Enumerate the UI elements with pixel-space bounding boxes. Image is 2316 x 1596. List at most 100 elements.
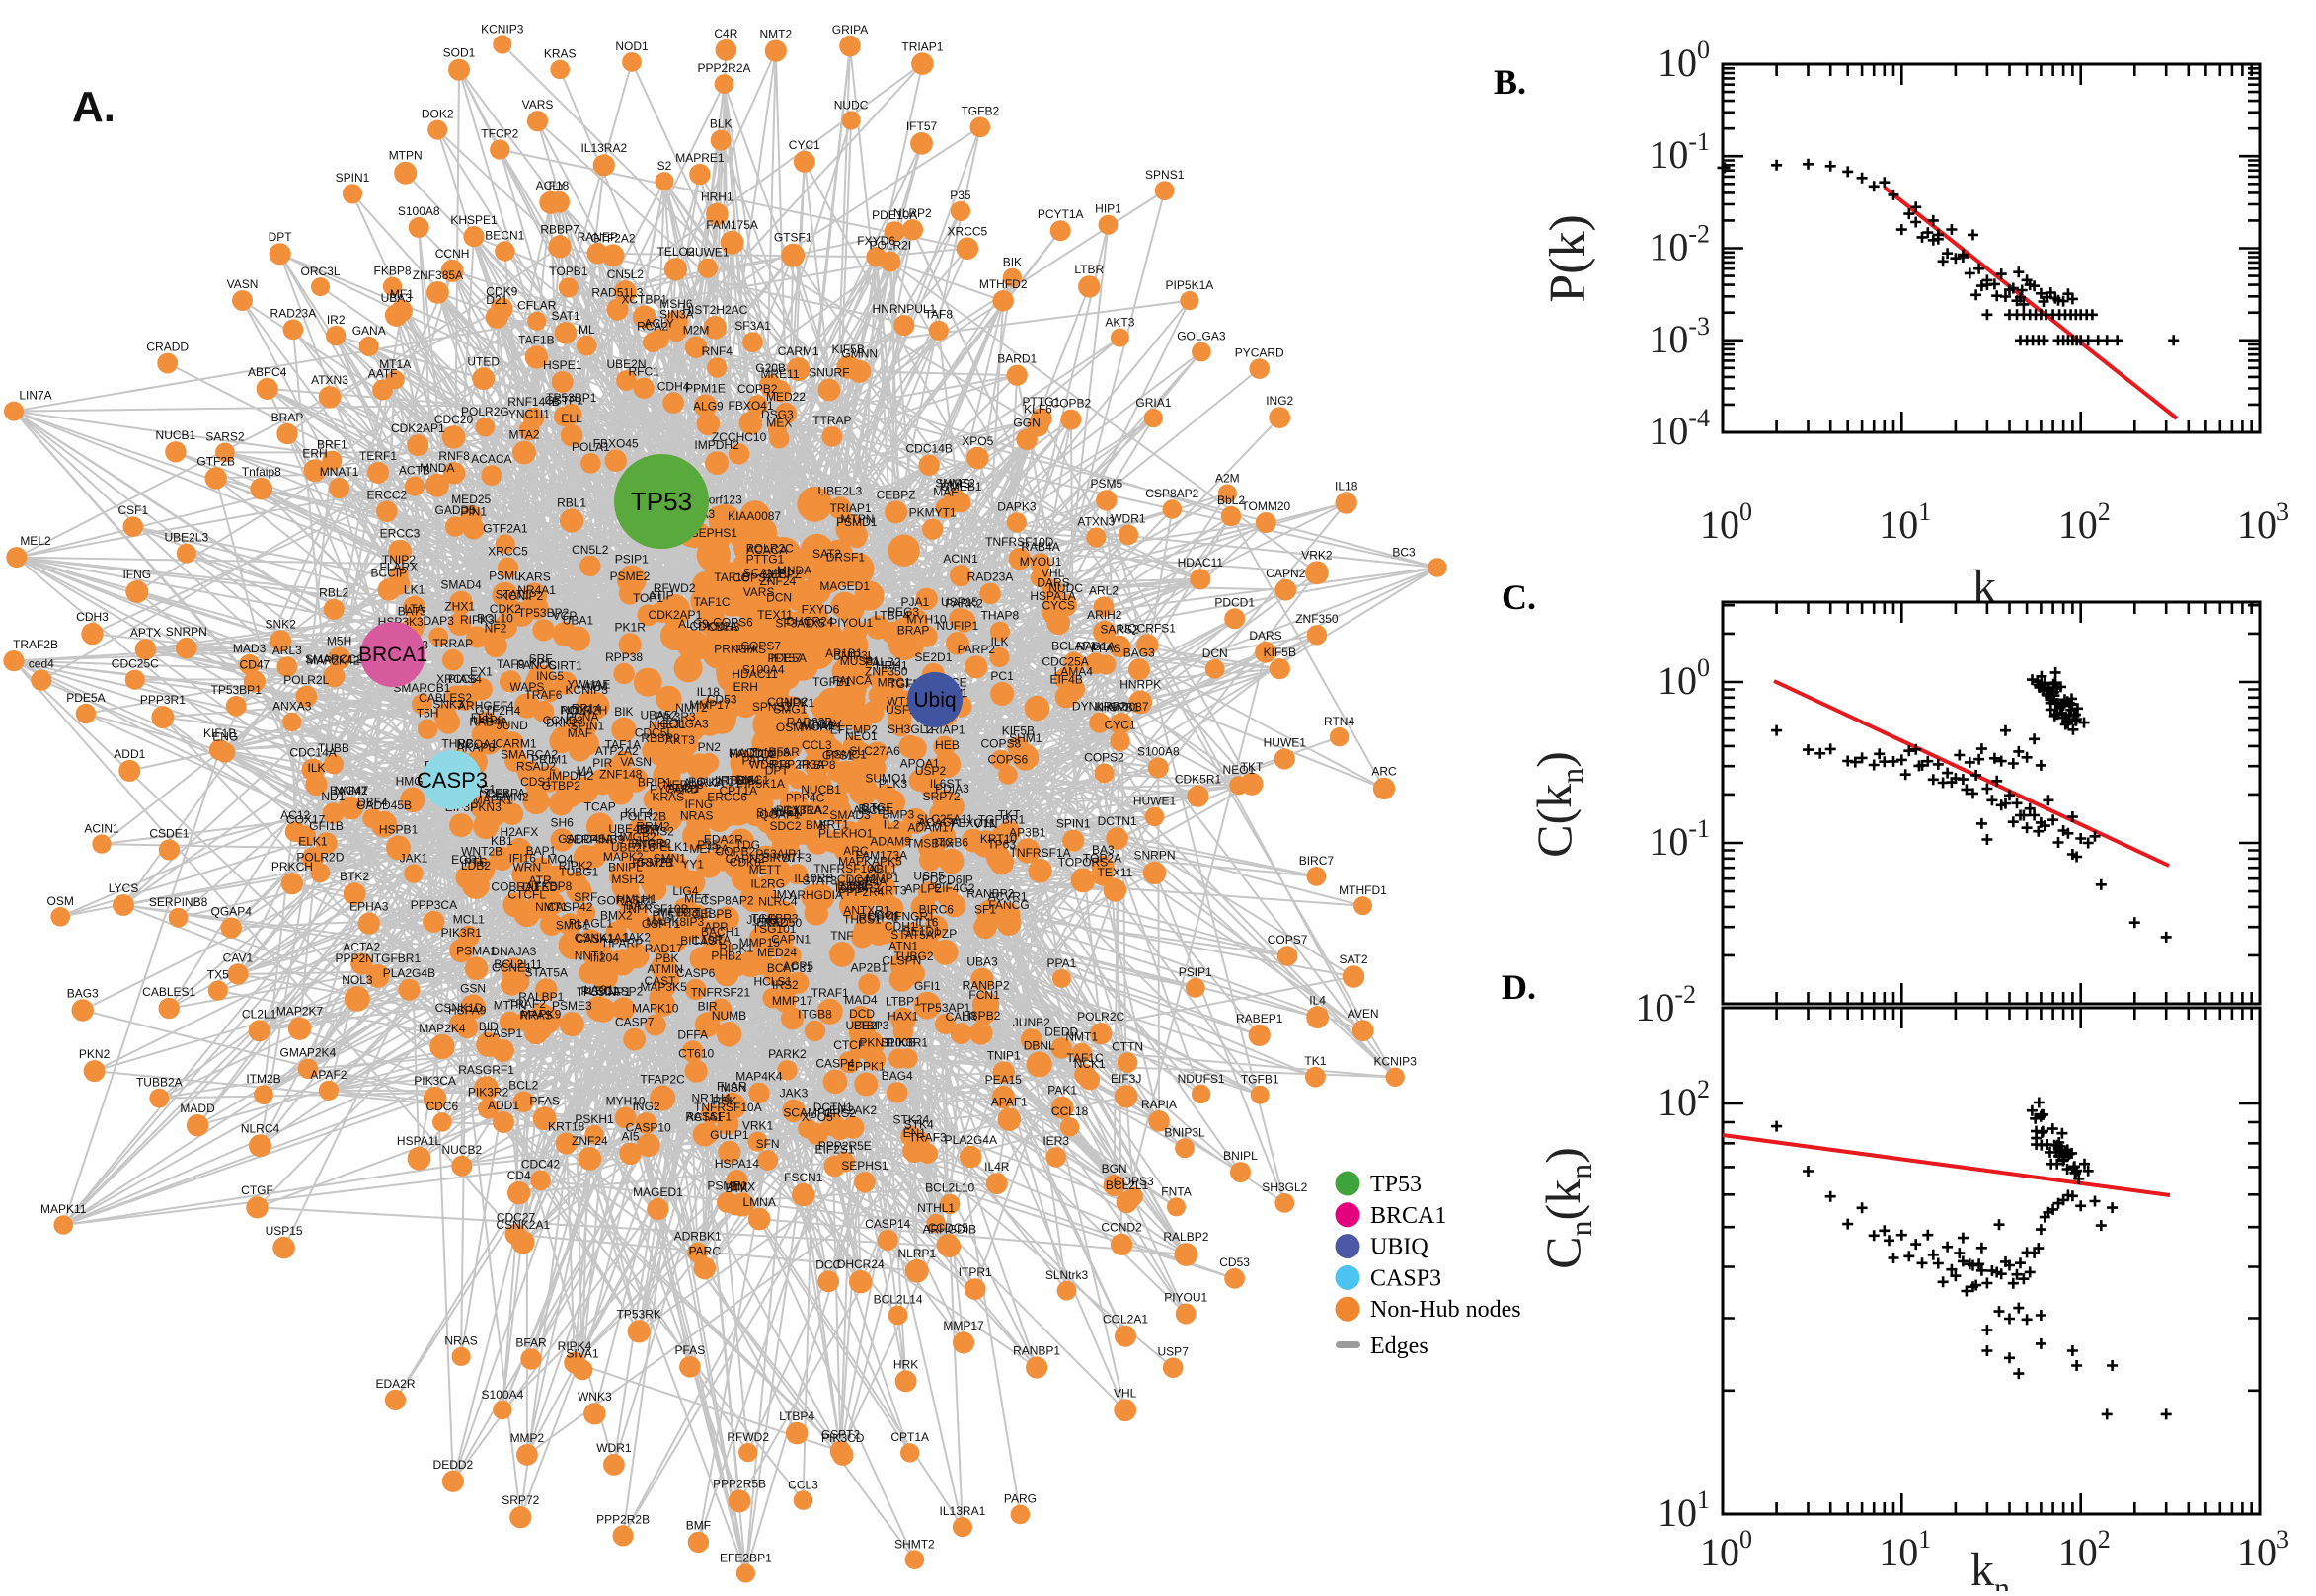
svg-text:RANBP1: RANBP1 [1013,1343,1060,1357]
svg-text:NEO1: NEO1 [845,729,878,743]
svg-text:Edges: Edges [1370,1333,1428,1359]
svg-text:MYH10: MYH10 [606,1095,646,1108]
svg-text:FLARX: FLARX [380,560,419,573]
svg-text:FBXO11: FBXO11 [951,816,995,830]
svg-text:HSPB1: HSPB1 [379,822,419,836]
svg-text:PARG: PARG [1004,1492,1037,1506]
svg-text:CDC14B: CDC14B [906,442,953,456]
svg-text:NMT1: NMT1 [1065,1030,1098,1044]
svg-text:SHMT2: SHMT2 [894,1537,935,1551]
svg-text:MEX: MEX [766,416,792,429]
svg-text:HUWE1: HUWE1 [1264,735,1307,749]
svg-text:BIRC7: BIRC7 [1299,854,1335,868]
svg-text:IMPDH2: IMPDH2 [694,438,739,452]
svg-text:SH3GL2: SH3GL2 [1262,1180,1307,1194]
svg-text:AATF: AATF [368,367,398,381]
svg-text:BAG3: BAG3 [67,986,99,1000]
svg-text:TKT: TKT [1241,760,1264,774]
svg-text:KLF6: KLF6 [1024,402,1052,416]
svg-text:DYNLRB2: DYNLRB2 [1072,700,1127,714]
svg-text:ACIN1: ACIN1 [84,821,119,835]
svg-text:KB1: KB1 [491,834,513,848]
svg-text:BACH1: BACH1 [701,925,740,939]
svg-text:BC3: BC3 [1392,545,1416,559]
svg-text:MADD: MADD [180,1102,215,1115]
svg-text:HUWE1: HUWE1 [1133,795,1177,808]
svg-text:ACIN1: ACIN1 [943,552,978,566]
svg-text:IL2RG: IL2RG [750,877,785,891]
svg-text:METT: METT [749,863,782,876]
svg-text:CSP8AP2: CSP8AP2 [1145,487,1198,500]
svg-text:CSNK1D: CSNK1D [435,1001,484,1015]
svg-text:TP53BP1: TP53BP1 [546,391,597,405]
svg-text:CYC1: CYC1 [1105,719,1136,732]
svg-text:PLEC1: PLEC1 [580,984,618,998]
svg-text:AVEN: AVEN [1348,1007,1379,1021]
svg-text:ACACA: ACACA [746,543,787,557]
svg-text:HIP1: HIP1 [1095,202,1121,216]
svg-text:SNRPN: SNRPN [1133,849,1175,863]
svg-text:PLEKHO1: PLEKHO1 [818,827,874,841]
svg-text:MEF2A: MEF2A [689,842,729,856]
svg-text:MOAP1: MOAP1 [802,720,843,733]
svg-text:MTHFD2: MTHFD2 [979,277,1028,291]
svg-text:GSPT2: GSPT2 [821,1428,861,1442]
svg-text:RBL2: RBL2 [319,586,348,600]
svg-text:CCND2: CCND2 [1101,1221,1142,1235]
svg-text:CSP8AP2: CSP8AP2 [700,893,753,907]
svg-text:HMLH1: HMLH1 [617,892,657,906]
svg-text:STK24: STK24 [892,1113,929,1127]
svg-text:TNFRSF21: TNFRSF21 [690,986,750,1000]
svg-text:SRF: SRF [574,890,597,904]
svg-text:ING2: ING2 [633,1100,660,1113]
svg-text:ML: ML [579,323,595,337]
svg-text:PCNA: PCNA [566,711,598,724]
svg-text:HNRNPUL1: HNRNPUL1 [873,302,937,316]
svg-text:RSK: RSK [713,1095,737,1108]
svg-text:UBE2N: UBE2N [606,357,646,371]
svg-text:SLC25A11: SLC25A11 [917,812,973,826]
svg-text:SMAD3: SMAD3 [829,808,871,822]
svg-text:IL13RA2: IL13RA2 [783,803,829,817]
svg-text:ENG: ENG [212,729,238,743]
svg-text:TOPORS: TOPORS [1058,856,1108,870]
svg-text:ced4: ced4 [29,657,54,671]
svg-text:KIAA0087: KIAA0087 [1095,700,1148,714]
svg-text:PN2: PN2 [698,740,722,754]
svg-text:ITGB6: ITGB6 [934,836,968,850]
svg-text:SMN1: SMN1 [654,851,687,865]
svg-text:SNURF: SNURF [809,366,849,380]
svg-text:RALBP1: RALBP1 [518,990,564,1004]
svg-text:CDK8: CDK8 [730,855,761,869]
svg-text:RASGRF1: RASGRF1 [458,1063,514,1077]
svg-text:BCL2L14: BCL2L14 [874,1293,923,1307]
svg-text:CD53: CD53 [707,692,737,706]
svg-text:MAP3K5: MAP3K5 [640,980,687,994]
svg-text:WAPS: WAPS [509,680,544,694]
svg-text:IL16: IL16 [915,915,939,929]
svg-text:SMAD4: SMAD4 [440,578,482,592]
svg-text:DHCR24: DHCR24 [837,1257,885,1271]
svg-text:PPP2R2A: PPP2R2A [697,61,750,75]
svg-text:XCTBP1: XCTBP1 [621,292,667,306]
svg-text:USP15: USP15 [266,1224,303,1238]
svg-text:PLK3: PLK3 [879,777,908,791]
svg-text:PDCD6IP: PDCD6IP [922,874,973,887]
svg-text:COPB2: COPB2 [737,382,778,396]
svg-text:NDUFS1: NDUFS1 [1178,1072,1225,1086]
svg-text:EZR: EZR [637,823,660,837]
svg-text:KCNIP3: KCNIP3 [1374,1055,1418,1069]
svg-text:PPP2R2B: PPP2R2B [596,1512,650,1526]
svg-text:VHL: VHL [1114,1386,1137,1400]
svg-text:CD47: CD47 [240,658,270,672]
svg-text:MTA2: MTA2 [508,428,539,442]
svg-text:PFAS: PFAS [675,1343,706,1357]
svg-text:NR4A1: NR4A1 [517,583,556,597]
svg-text:NLRP1: NLRP1 [897,1247,936,1260]
svg-text:TERF1: TERF1 [359,449,397,463]
svg-text:PIK3R3: PIK3R3 [655,710,696,723]
svg-text:UBE2L3: UBE2L3 [817,484,862,497]
svg-text:PLAGL1: PLAGL1 [569,916,614,930]
svg-text:STAT5A: STAT5A [890,928,934,942]
svg-text:FNTA: FNTA [1161,1184,1191,1198]
